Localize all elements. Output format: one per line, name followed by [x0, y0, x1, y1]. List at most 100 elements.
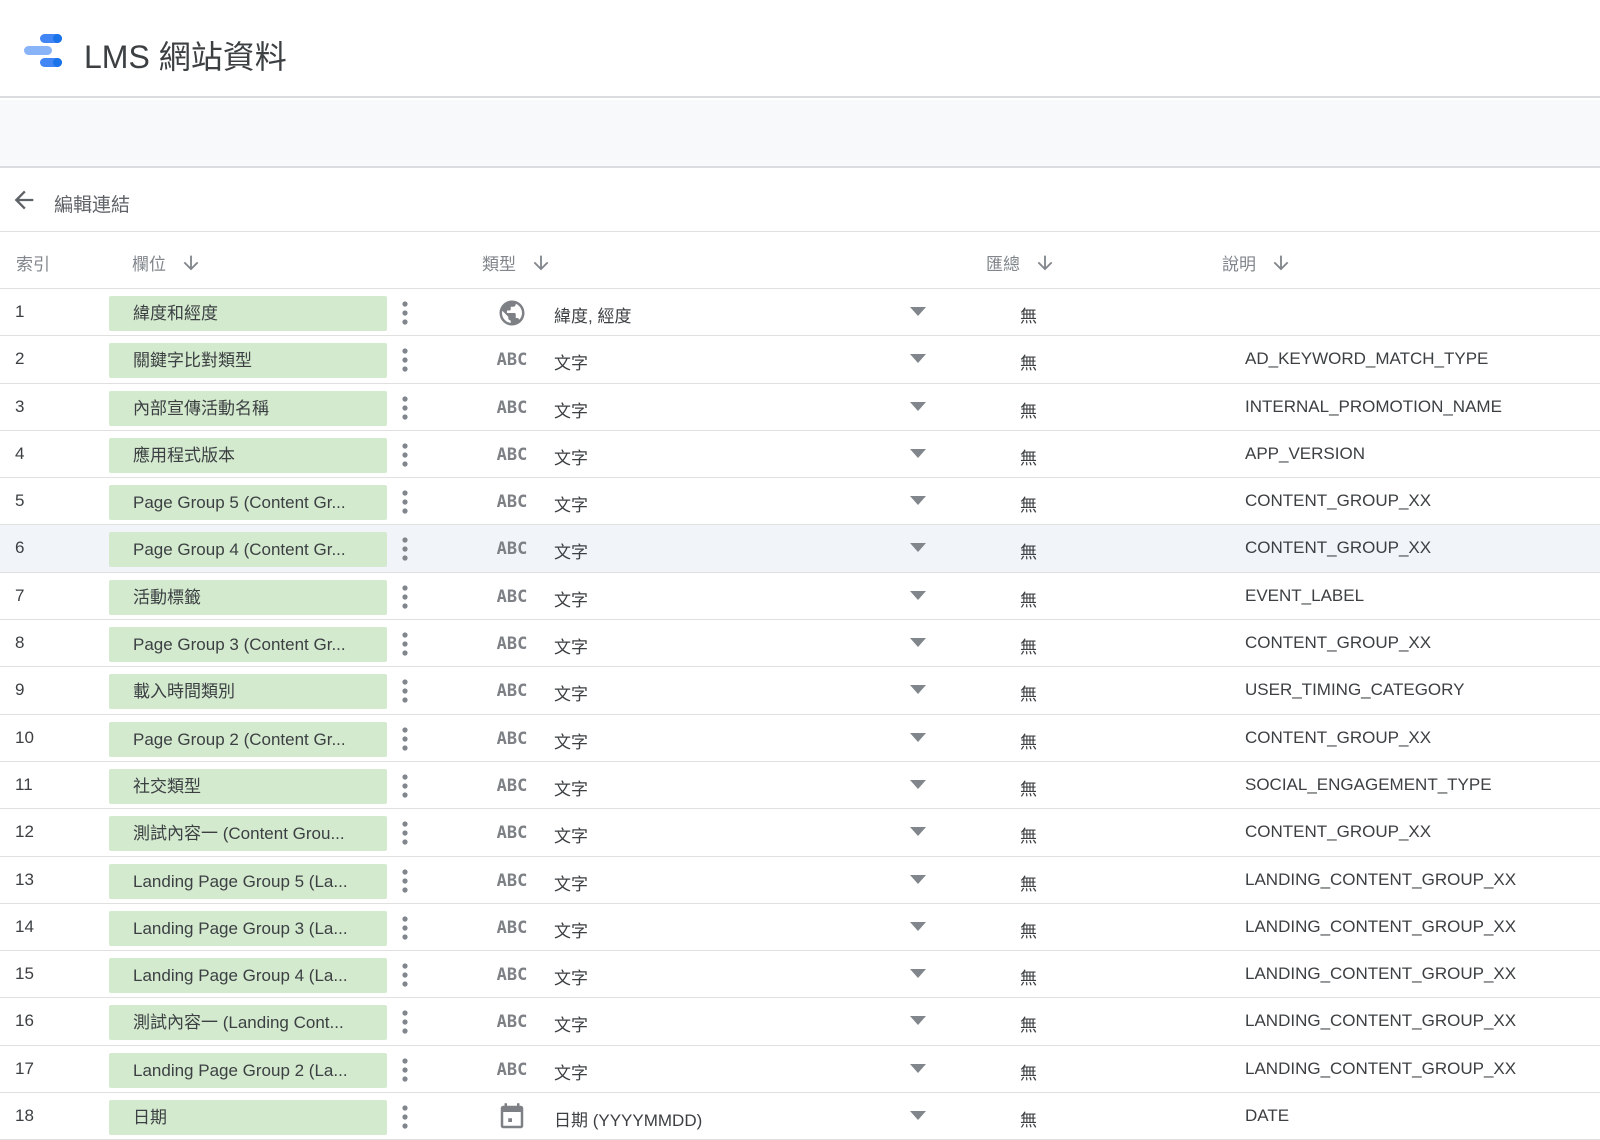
field-name-chip[interactable]: Page Group 4 (Content Gr...: [109, 532, 387, 568]
type-dropdown-arrow-icon[interactable]: [910, 307, 926, 317]
aggregation-value[interactable]: 無: [1020, 543, 1037, 563]
more-vert-icon[interactable]: [398, 725, 412, 753]
edit-connection-link[interactable]: 編輯連結: [54, 195, 131, 216]
aggregation-value[interactable]: 無: [1020, 496, 1037, 516]
row-index: 4: [15, 443, 25, 463]
field-name-chip[interactable]: Page Group 3 (Content Gr...: [109, 627, 387, 663]
more-vert-icon[interactable]: [398, 1008, 412, 1036]
field-name-chip[interactable]: Landing Page Group 2 (La...: [109, 1052, 387, 1088]
back-arrow-icon[interactable]: [10, 186, 38, 214]
aggregation-value[interactable]: 無: [1020, 590, 1037, 610]
more-vert-icon[interactable]: [398, 583, 412, 611]
type-dropdown-arrow-icon[interactable]: [910, 496, 926, 506]
table-row: 4 應用程式版本 ABC 文字 無 APP_VERSION: [0, 431, 1600, 479]
aggregation-value[interactable]: 無: [1020, 1063, 1037, 1083]
aggregation-value[interactable]: 無: [1020, 354, 1037, 374]
field-name-chip[interactable]: 關鍵字比對類型: [109, 343, 387, 379]
type-dropdown-arrow-icon[interactable]: [910, 1016, 926, 1026]
row-index: 11: [15, 774, 33, 794]
field-name-chip[interactable]: 應用程式版本: [109, 437, 387, 473]
type-dropdown-arrow-icon[interactable]: [910, 590, 926, 601]
type-dropdown-arrow-icon[interactable]: [910, 779, 926, 790]
aggregation-value[interactable]: 無: [1020, 1016, 1037, 1036]
table-row: 15 Landing Page Group 4 (La... ABC 文字 無 …: [0, 951, 1600, 999]
type-dropdown-arrow-icon[interactable]: [910, 921, 926, 932]
type-dropdown-arrow-icon[interactable]: [910, 638, 926, 648]
type-label: 文字: [554, 827, 588, 847]
aggregation-value[interactable]: 無: [1020, 1111, 1037, 1131]
aggregation-value[interactable]: 無: [1020, 921, 1037, 941]
sort-arrow-down-icon[interactable]: [530, 252, 552, 274]
type-dropdown-arrow-icon[interactable]: [910, 874, 926, 885]
sort-arrow-down-icon[interactable]: [1270, 252, 1292, 274]
field-name-chip[interactable]: 測試內容一 (Landing Cont...: [109, 1005, 387, 1041]
aggregation-value[interactable]: 無: [1020, 685, 1037, 705]
field-description: CONTENT_GROUP_XX: [1245, 727, 1432, 747]
column-header-field[interactable]: 欄位: [132, 250, 202, 275]
field-name-chip[interactable]: 緯度和經度: [109, 296, 387, 331]
type-dropdown-arrow-icon[interactable]: [910, 685, 926, 695]
type-dropdown-arrow-icon[interactable]: [910, 1063, 926, 1074]
field-name-chip[interactable]: 活動標籤: [109, 579, 387, 615]
aggregation-value[interactable]: 無: [1020, 401, 1037, 421]
type-dropdown-arrow-icon[interactable]: [910, 401, 926, 412]
field-description: INTERNAL_PROMOTION_NAME: [1245, 396, 1502, 416]
field-name-chip[interactable]: Landing Page Group 5 (La...: [109, 863, 387, 899]
field-description: DATE: [1245, 1106, 1290, 1126]
field-name-chip[interactable]: 社交類型: [109, 768, 387, 804]
column-label: 匯總: [986, 255, 1020, 274]
more-vert-icon[interactable]: [398, 1056, 412, 1084]
more-vert-icon[interactable]: [398, 630, 412, 658]
more-vert-icon[interactable]: [398, 441, 412, 469]
field-description: CONTENT_GROUP_XX: [1245, 822, 1432, 842]
table-row: 3 內部宣傳活動名稱 ABC 文字 無 INTERNAL_PROMOTION_N…: [0, 384, 1600, 431]
field-name-chip[interactable]: 內部宣傳活動名稱: [109, 390, 387, 426]
field-name-chip[interactable]: 載入時間類別: [109, 674, 387, 710]
more-vert-icon[interactable]: [398, 535, 412, 563]
type-dropdown-arrow-icon[interactable]: [910, 1111, 926, 1121]
aggregation-value[interactable]: 無: [1020, 827, 1037, 847]
aggregation-value[interactable]: 無: [1020, 779, 1037, 799]
aggregation-value[interactable]: 無: [1020, 307, 1037, 326]
field-name-chip[interactable]: Page Group 2 (Content Gr...: [109, 721, 387, 757]
field-name-chip[interactable]: Page Group 5 (Content Gr...: [109, 485, 387, 521]
type-label: 文字: [554, 354, 588, 374]
more-vert-icon[interactable]: [398, 1103, 412, 1131]
more-vert-icon[interactable]: [398, 677, 412, 705]
more-vert-icon[interactable]: [398, 488, 412, 516]
field-name-chip[interactable]: Landing Page Group 4 (La...: [109, 958, 387, 994]
column-header-type[interactable]: 類型: [482, 250, 552, 275]
type-label: 文字: [554, 590, 588, 610]
more-vert-icon[interactable]: [398, 819, 412, 847]
table-row: 7 活動標籤 ABC 文字 無 EVENT_LABEL: [0, 573, 1600, 621]
type-dropdown-arrow-icon[interactable]: [910, 448, 926, 459]
type-dropdown-arrow-icon[interactable]: [910, 827, 926, 837]
abc-icon: ABC: [496, 634, 528, 655]
type-dropdown-arrow-icon[interactable]: [910, 354, 926, 364]
type-dropdown-arrow-icon[interactable]: [910, 969, 926, 979]
more-vert-icon[interactable]: [398, 394, 412, 422]
sort-arrow-down-icon[interactable]: [1034, 252, 1056, 274]
table-row: 9 載入時間類別 ABC 文字 無 USER_TIMING_CATEGORY: [0, 667, 1600, 715]
more-vert-icon[interactable]: [398, 299, 412, 327]
field-name-chip[interactable]: 日期: [109, 1100, 387, 1136]
table-row: 8 Page Group 3 (Content Gr... ABC 文字 無 C…: [0, 620, 1600, 668]
sort-arrow-down-icon[interactable]: [180, 252, 202, 274]
more-vert-icon[interactable]: [398, 346, 412, 374]
aggregation-value[interactable]: 無: [1020, 969, 1037, 989]
aggregation-value[interactable]: 無: [1020, 638, 1037, 658]
aggregation-value[interactable]: 無: [1020, 874, 1037, 894]
column-header-description[interactable]: 說明: [1222, 250, 1292, 275]
more-vert-icon[interactable]: [398, 772, 412, 800]
more-vert-icon[interactable]: [398, 914, 412, 942]
type-icon-wrap: ABC: [494, 914, 530, 942]
more-vert-icon[interactable]: [398, 867, 412, 895]
field-name-chip[interactable]: Landing Page Group 3 (La...: [109, 910, 387, 946]
column-header-aggregation[interactable]: 匯總: [986, 250, 1056, 275]
type-dropdown-arrow-icon[interactable]: [910, 543, 926, 553]
field-name-chip[interactable]: 測試內容一 (Content Grou...: [109, 816, 387, 852]
aggregation-value[interactable]: 無: [1020, 448, 1037, 468]
aggregation-value[interactable]: 無: [1020, 732, 1037, 752]
more-vert-icon[interactable]: [398, 961, 412, 989]
type-dropdown-arrow-icon[interactable]: [910, 732, 926, 743]
